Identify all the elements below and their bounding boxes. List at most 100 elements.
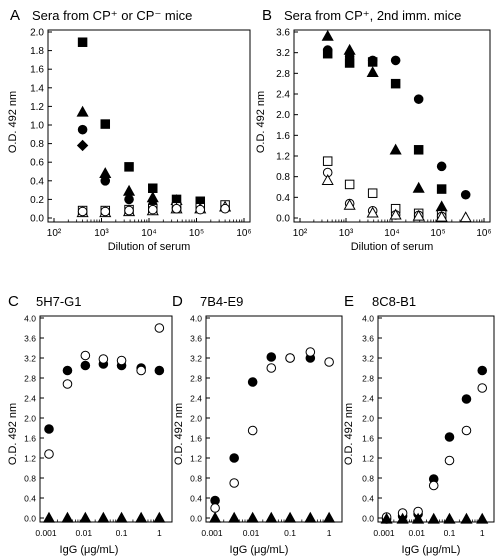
panel-a-point-circle-open (147, 204, 158, 215)
panel-b-point-square-open (344, 179, 355, 190)
panel-a-ytick-label: 1.6 (30, 65, 44, 76)
panel-b-xtick-label: 10⁶ (476, 228, 491, 239)
panel-c-xtick-label: 0.1 (116, 528, 128, 538)
panel-d-xtick-label: 0.001 (201, 528, 223, 538)
panel-c-xtick-label: 0.001 (35, 528, 57, 538)
panel-a-point-circle-open (220, 203, 230, 214)
panel-d-ytick-label: 0.8 (190, 474, 202, 484)
panel-b-point-square-filled (322, 48, 333, 59)
panel-c-point-circle-open (80, 350, 91, 361)
panel-a-point-diamond-filled (76, 139, 89, 152)
panel-b-point-triangle-filled (389, 143, 402, 155)
panel-a-ytick-label: 0.8 (30, 139, 44, 150)
panel-b: B Sera from CP⁺, 2nd imm. mice O.D. 492 … (255, 7, 492, 253)
panel-d-ytick-label: 3.2 (190, 354, 202, 364)
panel-c-point-triangle-filled (97, 511, 110, 523)
panel-a-xtick-label: 10² (47, 228, 62, 239)
panel-c-ytick-label: 2.8 (24, 374, 36, 384)
panel-c-xtick-label: 1 (157, 528, 162, 538)
panel-d-ytick-label: 2.4 (190, 394, 202, 404)
panel-b-point-square-open (367, 188, 378, 198)
panel-e-point-triangle-filled (412, 512, 425, 524)
panel-c-ytick-label: 1.2 (24, 454, 36, 464)
panel-b-ytick-label: 0.4 (276, 193, 290, 204)
panel-a-ytick-label: 0.2 (30, 195, 44, 206)
panel-d-ytick-label: 2.8 (190, 374, 202, 384)
panel-d-point-circle-open (266, 363, 277, 373)
panel-b-point-triangle-filled (366, 66, 379, 77)
panel-a-marks (76, 37, 232, 218)
panel-b-ytick-label: 3.2 (276, 48, 290, 59)
panel-c-ytick-label: 1.6 (24, 434, 36, 444)
panel-e-marks (380, 365, 489, 524)
panel-b-point-circle-filled (460, 189, 471, 200)
panel-b-axes: 0.0 0.4 0.8 1.2 1.6 2.0 2.4 2.8 3.2 3.6 10² 10³ 10⁴ 1… (276, 28, 492, 240)
panel-c-ytick-label: 2.0 (24, 414, 36, 424)
panel-d-letter: D (172, 293, 183, 310)
panel-e-point-triangle-filled (460, 512, 473, 524)
panel-e-point-triangle-filled (476, 512, 489, 524)
panel-a-point-triangle-filled (76, 105, 89, 117)
panel-a-point-circle-open (195, 204, 206, 215)
panel-d-point-circle-filled (247, 377, 258, 387)
panel-e-letter: E (344, 293, 354, 310)
panel-d-point-circle-open (305, 347, 316, 357)
panel-e-point-triangle-filled (380, 512, 393, 524)
panel-d-ytick-label: 1.6 (190, 434, 202, 444)
panel-a-point-square-filled (124, 162, 134, 172)
panel-c-point-circle-open (98, 354, 109, 364)
panel-a-xtick-label: 10⁵ (189, 228, 204, 239)
panel-d-point-circle-open (324, 357, 334, 367)
panel-b-point-triangle-open (412, 209, 425, 221)
panel-a-point-circle-filled (100, 176, 111, 186)
panel-e: E 8C8-B1 O.D. 492 nm IgG (μg/mL) 0.00.40… (343, 293, 495, 556)
panel-e-ytick-label: 4.0 (362, 314, 374, 324)
panel-a-ytick-label: 1.2 (30, 102, 44, 113)
panel-b-point-triangle-open (366, 206, 379, 218)
panel-d-point-circle-filled (229, 453, 239, 463)
panel-e-ytick-label: 2.4 (362, 394, 374, 404)
panel-b-point-circle-filled (390, 55, 401, 66)
panel-b-point-triangle-open (343, 198, 356, 210)
panel-d-xtick-label: 0.01 (243, 528, 260, 538)
panel-a-point-square-filled (77, 37, 88, 47)
panel-e-point-circle-open (477, 383, 488, 393)
panel-c-point-triangle-filled (115, 511, 128, 523)
panel-e-ytick-label: 1.2 (362, 454, 374, 464)
panel-b-point-triangle-open (459, 211, 472, 223)
panel-d-title: 7B4-E9 (200, 294, 243, 309)
panel-b-ytick-label: 3.6 (276, 28, 290, 39)
panel-b-ytick-label: 1.2 (276, 152, 290, 163)
panel-c-point-circle-filled (62, 365, 73, 376)
panel-c-ytick-label: 0.8 (24, 474, 36, 484)
panel-c-point-triangle-filled (42, 511, 56, 523)
panel-d: D 7B4-E9 O.D. 492 nm IgG (μg/mL) 0.0 0.4 0… (172, 293, 343, 556)
panel-d-ytick-label: 2.0 (190, 414, 202, 424)
panel-a-point-triangle-filled (122, 184, 136, 196)
panel-b-xtick-label: 10² (293, 228, 308, 239)
panel-b-xtick-label: 10³ (339, 228, 354, 239)
panel-c-point-circle-open (116, 355, 127, 366)
panel-b-xtick-label: 10⁴ (384, 228, 399, 239)
panel-c-point-triangle-filled (61, 511, 74, 523)
panel-e-point-triangle-filled (443, 512, 456, 524)
panel-e-ytick-label: 0.8 (362, 474, 374, 484)
panel-c-ytick-label: 3.6 (24, 334, 36, 344)
panel-c-ytick-label: 3.2 (24, 354, 36, 364)
panel-d-point-circle-open (247, 425, 258, 436)
panel-a-point-circle-open (100, 206, 111, 217)
panel-b-point-square-open (322, 156, 333, 166)
panel-a-ytick-label: 1.8 (30, 46, 44, 57)
panel-a-ylabel: O.D. 492 nm (7, 91, 19, 153)
panel-b-ytick-label: 1.6 (276, 131, 290, 142)
panel-e-point-triangle-filled (396, 512, 409, 524)
panel-b-marks (321, 29, 472, 223)
panel-a-point-square-filled (148, 183, 158, 193)
panel-b-ylabel: O.D. 492 nm (255, 91, 267, 153)
panel-d-ytick-label: 0.4 (190, 494, 202, 504)
panel-a-ytick-label: 0.6 (30, 158, 44, 169)
panel-b-point-triangle-filled (412, 181, 425, 193)
panel-b-point-triangle-open (321, 174, 334, 185)
panel-d-point-circle-open (210, 503, 220, 513)
